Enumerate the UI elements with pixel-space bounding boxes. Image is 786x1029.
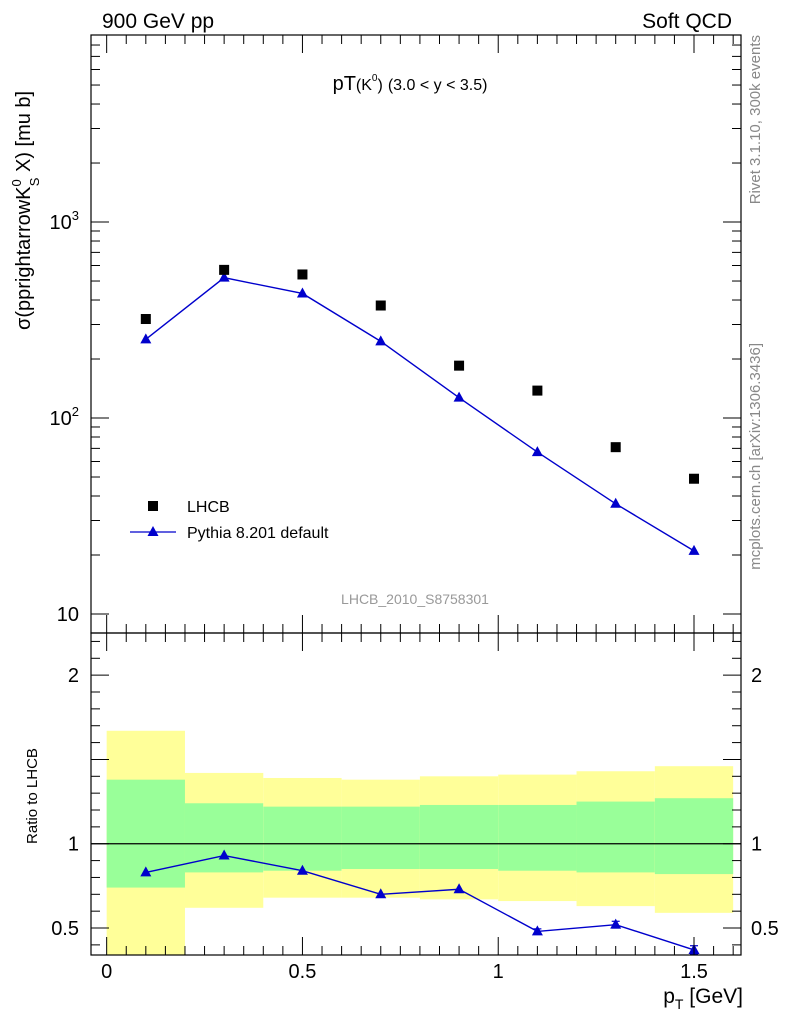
- ratio-y-tick-label-right: 1: [751, 834, 762, 856]
- legend-pythia-label: Pythia 8.201 default: [187, 525, 329, 542]
- uncertainty-band-inner: [654, 798, 734, 875]
- title-range: (3.0 < y < 3.5): [388, 77, 488, 94]
- y-tick-label-exponent: 2: [72, 404, 79, 419]
- legend-pythia-marker: [147, 526, 159, 536]
- lhcb-point: [140, 314, 151, 325]
- pythia-line: [145, 276, 695, 552]
- ratio-y-tick-label-left: 1: [68, 834, 79, 856]
- title-superscript: 0: [372, 73, 378, 84]
- ratio-point: [610, 918, 622, 929]
- title-main: pT: [333, 73, 356, 95]
- xlabel-subscript: T: [675, 996, 684, 1012]
- y-tick-label: 103: [50, 208, 79, 234]
- uncertainty-band-inner: [419, 804, 499, 870]
- xlabel-main: p: [663, 985, 675, 1008]
- y-tick-label-base: 10: [50, 212, 72, 234]
- legend: LHCB Pythia 8.201 default: [130, 499, 329, 542]
- x-tick-label: 0.5: [289, 961, 317, 983]
- ratio-frame: [90, 632, 742, 956]
- pythia-point: [610, 497, 622, 508]
- lhcb-point: [297, 269, 308, 280]
- x-tick-label: 1.5: [680, 961, 708, 983]
- ratio-point: [296, 864, 308, 875]
- pythia-point: [140, 333, 152, 344]
- ylabel-prefix: σ(pprightarrowK: [13, 186, 35, 330]
- y-tick-label-exponent: 3: [72, 208, 79, 223]
- rivet-version-label: Rivet 3.1.10, 300k events: [747, 35, 764, 204]
- ratio-point: [531, 925, 543, 936]
- title-close: ): [377, 77, 382, 94]
- y-tick-label: 102: [50, 404, 79, 430]
- uncertainty-band-inner: [576, 801, 655, 873]
- legend-lhcb-marker: [148, 501, 158, 511]
- ylabel-suffix: X) [mu b]: [13, 91, 35, 178]
- lhcb-point: [454, 360, 465, 371]
- main-title: pT(K0) (3.0 < y < 3.5): [333, 73, 488, 95]
- lhcb-point: [532, 385, 543, 396]
- pythia-point: [531, 446, 543, 457]
- uncertainty-band-inner: [263, 806, 342, 871]
- x-axis-label: pT [GeV]: [663, 985, 743, 1012]
- main-y-axis-label: σ(pprightarrowK0 S X) [mu b]: [9, 91, 42, 330]
- header-category: Soft QCD: [642, 10, 732, 33]
- ratio-y-tick-label-left: 0.5: [51, 918, 79, 940]
- lhcb-point: [610, 442, 621, 453]
- ratio-panel: 0.5 0.5 1 1 2 2 0 0.5 1 1.5 Ratio to LHCB pT [GeV…: [24, 632, 779, 1012]
- header-collision: 900 GeV pp: [102, 10, 214, 33]
- legend-lhcb-label: LHCB: [187, 499, 230, 516]
- ratio-point: [140, 866, 152, 877]
- ratio-point: [453, 883, 465, 894]
- ratio-point: [218, 849, 230, 860]
- lhcb-point: [375, 300, 386, 311]
- ratio-y-tick-label-right: 2: [751, 665, 762, 687]
- ylabel-subscript: S: [27, 177, 42, 186]
- y-tick-label-base: 10: [57, 604, 79, 626]
- ratio-point: [375, 888, 387, 899]
- ratio-y-tick-label-right: 0.5: [751, 918, 779, 940]
- title-particle: (K: [356, 77, 372, 94]
- pythia-point: [375, 335, 387, 346]
- x-tick-label: 1: [493, 961, 504, 983]
- ratio-y-axis-label: Ratio to LHCB: [24, 748, 41, 844]
- x-tick-label: 0: [101, 961, 112, 983]
- y-tick-label-base: 10: [50, 408, 72, 430]
- source-label: mcplots.cern.ch [arXiv:1306.3436]: [747, 343, 764, 570]
- ratio-marks: 0.5 0.5 1 1 2 2 0 0.5 1 1.5: [51, 632, 779, 983]
- pythia-point: [218, 271, 230, 282]
- lhcb-point: [689, 473, 700, 484]
- main-frame: [90, 34, 742, 634]
- uncertainty-band-inner: [498, 804, 577, 871]
- lhcb-point: [219, 264, 230, 275]
- uncertainty-band-inner: [341, 806, 420, 870]
- y-tick-label: 10: [57, 604, 79, 626]
- ylabel-superscript: 0: [9, 179, 24, 186]
- analysis-watermark: LHCB_2010_S8758301: [341, 591, 489, 607]
- pythia-point: [453, 391, 465, 402]
- ratio-line: [145, 854, 695, 951]
- pythia-point: [688, 544, 700, 555]
- ratio-y-tick-label-left: 2: [68, 665, 79, 687]
- xlabel-unit: [GeV]: [683, 985, 743, 1008]
- pythia-point: [296, 287, 308, 298]
